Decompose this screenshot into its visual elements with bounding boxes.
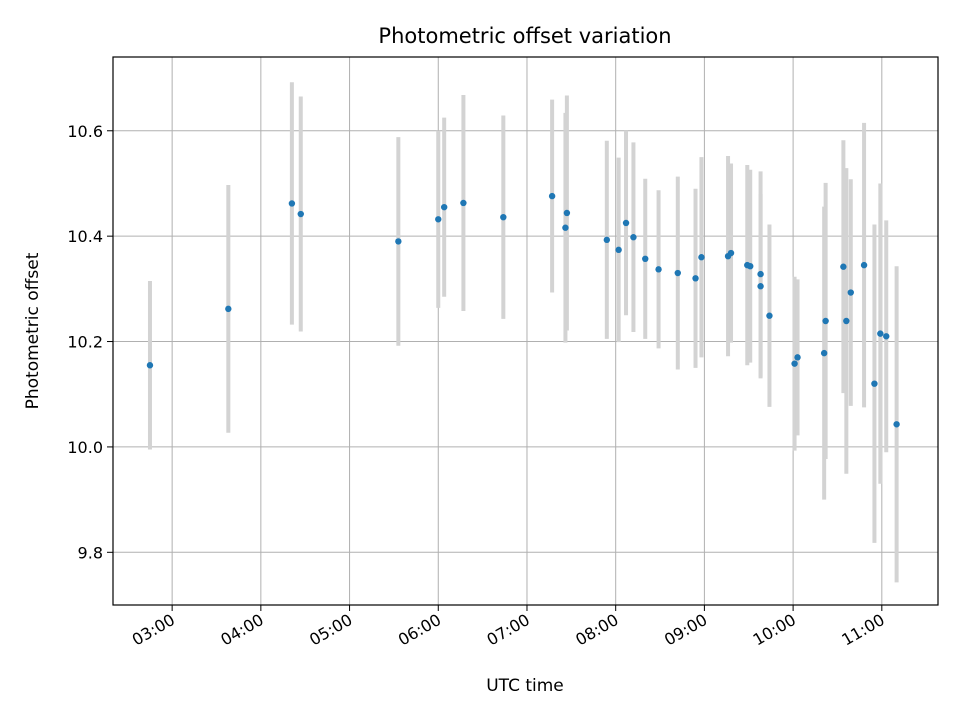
data-point <box>297 210 304 218</box>
data-point <box>747 262 754 270</box>
data-point <box>757 270 764 278</box>
data-point <box>757 283 764 290</box>
data-point <box>563 209 571 217</box>
grid-lines <box>113 57 938 605</box>
data-point <box>548 192 556 200</box>
y-axis-ticks: 9.8 10.0 10.2 10.4 10.6 <box>67 122 113 562</box>
data-point <box>460 199 467 207</box>
data-point <box>642 255 649 263</box>
chart-title: Photometric offset variation <box>378 24 671 48</box>
data-point <box>435 216 442 223</box>
data-point <box>843 317 850 325</box>
data-point <box>847 289 854 296</box>
data-point <box>794 354 801 361</box>
data-point <box>820 349 828 357</box>
data-point <box>288 200 296 207</box>
y-axis-label: Photometric offset <box>23 252 43 409</box>
data-point <box>225 305 232 313</box>
data-point <box>698 254 705 261</box>
data-point <box>692 275 699 282</box>
data-point <box>615 246 622 254</box>
data-point <box>674 269 681 277</box>
data-point <box>603 236 611 244</box>
data-points <box>146 192 900 428</box>
data-point <box>655 266 662 273</box>
data-point <box>766 312 773 319</box>
data-point <box>822 317 829 325</box>
x-axis-label: UTC time <box>486 676 564 696</box>
data-point <box>622 219 630 227</box>
data-point <box>440 203 448 211</box>
y-tick-label: 10.2 <box>67 333 103 352</box>
data-point <box>727 249 735 257</box>
data-point <box>562 224 569 231</box>
data-point <box>395 238 402 245</box>
data-point <box>883 333 890 340</box>
y-tick-label: 9.8 <box>78 543 103 562</box>
data-point <box>791 360 798 367</box>
data-point <box>840 263 847 270</box>
plot-frame <box>112 56 939 606</box>
data-point <box>146 362 154 369</box>
data-point <box>877 330 884 337</box>
y-tick-label: 10.0 <box>67 438 103 457</box>
data-point <box>871 380 878 387</box>
data-point <box>893 421 900 428</box>
data-point <box>500 213 507 221</box>
data-point <box>630 234 637 241</box>
data-point <box>860 261 868 269</box>
y-tick-label: 10.6 <box>67 122 103 141</box>
y-tick-label: 10.4 <box>67 227 103 246</box>
